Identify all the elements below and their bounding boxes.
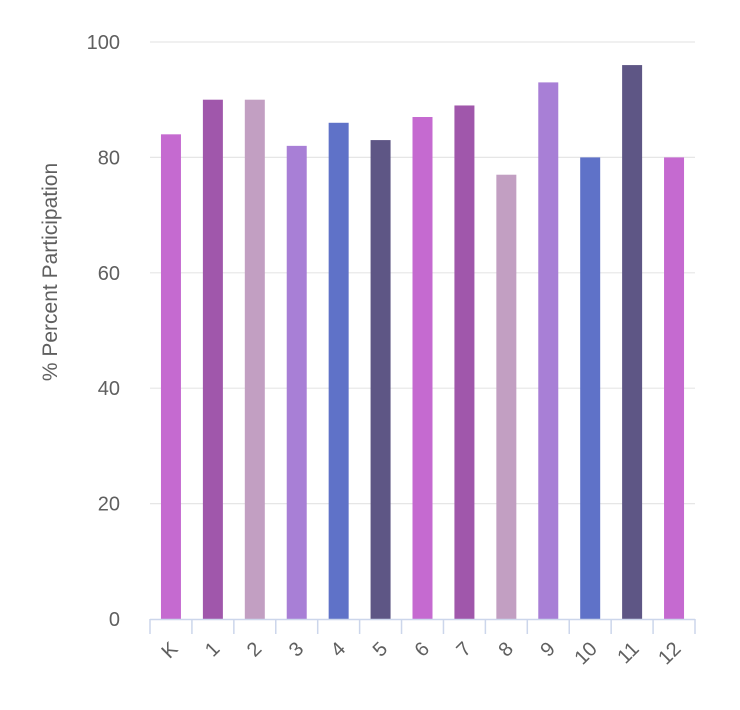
- x-tick-label: 9: [536, 638, 559, 661]
- x-tick-label: 4: [327, 638, 350, 661]
- bar-5: [370, 140, 391, 619]
- y-tick-label: 40: [98, 378, 120, 400]
- x-axis: [149, 618, 696, 634]
- bar-1: [202, 99, 223, 619]
- x-tick-label: 10: [570, 638, 601, 669]
- y-tick-label: 20: [98, 494, 120, 516]
- y-tick-label: 60: [98, 263, 120, 285]
- bars: [160, 65, 685, 620]
- x-tick-label: 6: [411, 638, 434, 661]
- y-axis-label: % Percent Participation: [39, 163, 62, 381]
- bar-11: [622, 65, 643, 619]
- x-tick-label: 3: [285, 638, 308, 661]
- bar-8: [496, 174, 517, 619]
- x-tick-label: K: [158, 638, 183, 663]
- bar-2: [244, 99, 265, 619]
- x-tick-label: 12: [654, 638, 685, 669]
- bar-6: [412, 117, 433, 619]
- x-tick-label: 11: [613, 638, 643, 668]
- x-tick-label: 8: [494, 638, 517, 661]
- x-tick-label: 1: [201, 638, 224, 661]
- bar-12: [664, 157, 685, 619]
- x-tick-label: 7: [453, 638, 476, 661]
- bar-4: [328, 122, 349, 619]
- x-tick-label: 2: [243, 638, 266, 661]
- y-axis-tick-labels: 0 20 40 60 80 100: [87, 32, 120, 631]
- bar-9: [538, 82, 559, 619]
- y-tick-label: 0: [109, 609, 120, 631]
- x-axis-tick-labels: K 1 2 3 4 5 6 7 8 9 10 11 12: [158, 638, 686, 670]
- bar-7: [454, 105, 475, 620]
- bar-3: [286, 145, 307, 620]
- y-tick-label: 100: [87, 32, 120, 54]
- y-tick-label: 80: [98, 147, 120, 169]
- x-tick-label: 5: [369, 638, 392, 661]
- bar-K: [160, 134, 181, 619]
- bar-10: [580, 157, 601, 619]
